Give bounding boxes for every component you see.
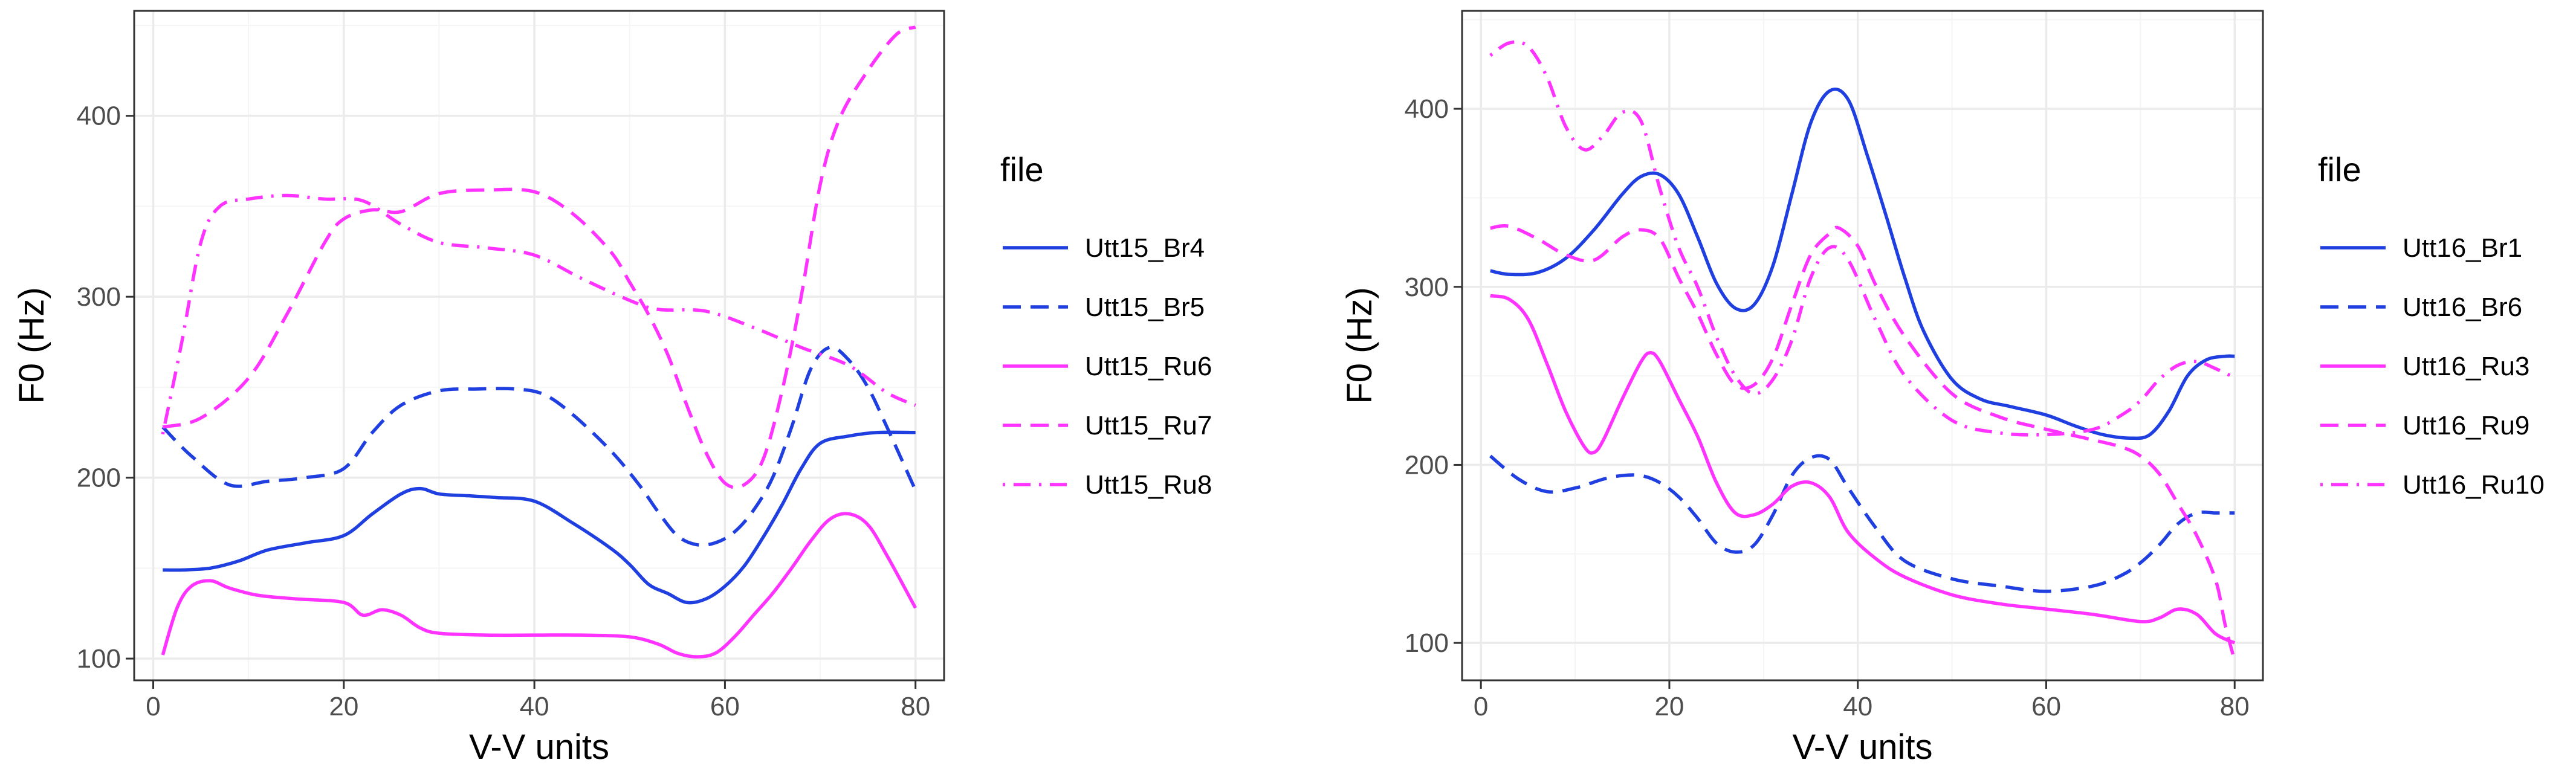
legend-label: Utt15_Ru6 [1085,352,1212,381]
y-tick-label: 300 [1405,272,1449,302]
series-line-utt16-br1 [1490,87,2235,440]
x-tick-label: 0 [1474,692,1488,721]
series-line-utt15-ru6 [161,512,917,659]
y-tick-label: 300 [77,282,121,312]
series-line-utt15-ru7 [162,25,916,489]
series-line-utt15-br5 [161,345,917,547]
legend-label: Utt16_Br1 [2403,233,2522,263]
legend-title: file [2318,150,2361,189]
x-tick-label: 0 [146,692,160,721]
y-tick-label: 400 [77,102,121,131]
plot-panel [134,11,944,680]
legend-item: Utt16_Ru9 [2320,411,2529,440]
legend-label: Utt16_Ru3 [2403,352,2529,381]
panel-border [1461,10,2264,682]
x-tick-label: 20 [329,692,358,721]
legend-label: Utt15_Br5 [1085,292,1205,322]
x-tick-label: 80 [901,692,930,721]
chart-left: 0 20 40 60 80 100 200 300 400 V-V units F0 (Hz) fil… [12,10,1212,767]
x-tick-label: 60 [2031,692,2061,721]
y-tick-label: 100 [1405,628,1449,658]
legend-item: Utt16_Br6 [2320,292,2522,322]
legend-item: Utt15_Br5 [1003,292,1205,322]
y-tick-label: 400 [1405,94,1449,124]
legend-label: Utt16_Br6 [2403,292,2522,322]
panel-border [133,10,945,682]
y-axis-title: F0 (Hz) [12,287,51,404]
x-axis-title: V-V units [1792,727,1932,767]
y-tick-label: 100 [77,644,121,674]
legend-item: Utt16_Ru3 [2320,352,2529,381]
legend-label: Utt16_Ru9 [2403,411,2529,440]
series-lines [161,25,917,659]
legend-item: Utt15_Ru8 [1003,470,1212,500]
y-tick-label: 200 [77,463,121,493]
legend-item: Utt15_Ru7 [1003,411,1212,440]
x-tick-label: 40 [520,692,549,721]
x-tick-label: 80 [2220,692,2250,721]
x-tick-label: 40 [1843,692,1872,721]
series-line-utt16-ru9 [1490,224,2236,662]
legend-item: Utt16_Br1 [2320,233,2522,263]
x-tick-label: 20 [1654,692,1684,721]
series-line-utt15-br4 [163,430,916,605]
y-tick-label: 200 [1405,450,1449,480]
legend-label: Utt16_Ru10 [2403,470,2545,500]
series-line-utt16-ru3 [1490,294,2236,645]
chart-right: 0 20 40 60 80 100 200 300 400 V-V units F0 (Hz) fil… [1340,10,2545,767]
legend: file Utt15_Br4 Utt15_Br5 Utt15_Ru6 Utt15_Ru7… [1000,150,1212,500]
legend-item: Utt16_Ru10 [2320,470,2545,500]
legend-item: Utt15_Br4 [1003,233,1205,263]
x-tick-label: 60 [710,692,740,721]
legend-title: file [1000,150,1044,189]
y-axis-title: F0 (Hz) [1340,287,1379,404]
legend-label: Utt15_Ru7 [1085,411,1212,440]
legend-item: Utt15_Ru6 [1003,352,1212,381]
series-line-utt15-ru8 [161,193,916,435]
x-axis-title: V-V units [469,727,609,767]
series-lines [1489,40,2236,662]
series-line-utt16-ru10 [1489,40,2236,437]
legend: file Utt16_Br1 Utt16_Br6 Utt16_Ru3 Utt16_Ru9… [2318,150,2545,500]
plot-panel [1462,11,2263,680]
legend-label: Utt15_Ru8 [1085,470,1212,500]
legend-label: Utt15_Br4 [1085,233,1205,263]
series-line-utt16-br6 [1489,454,2235,593]
